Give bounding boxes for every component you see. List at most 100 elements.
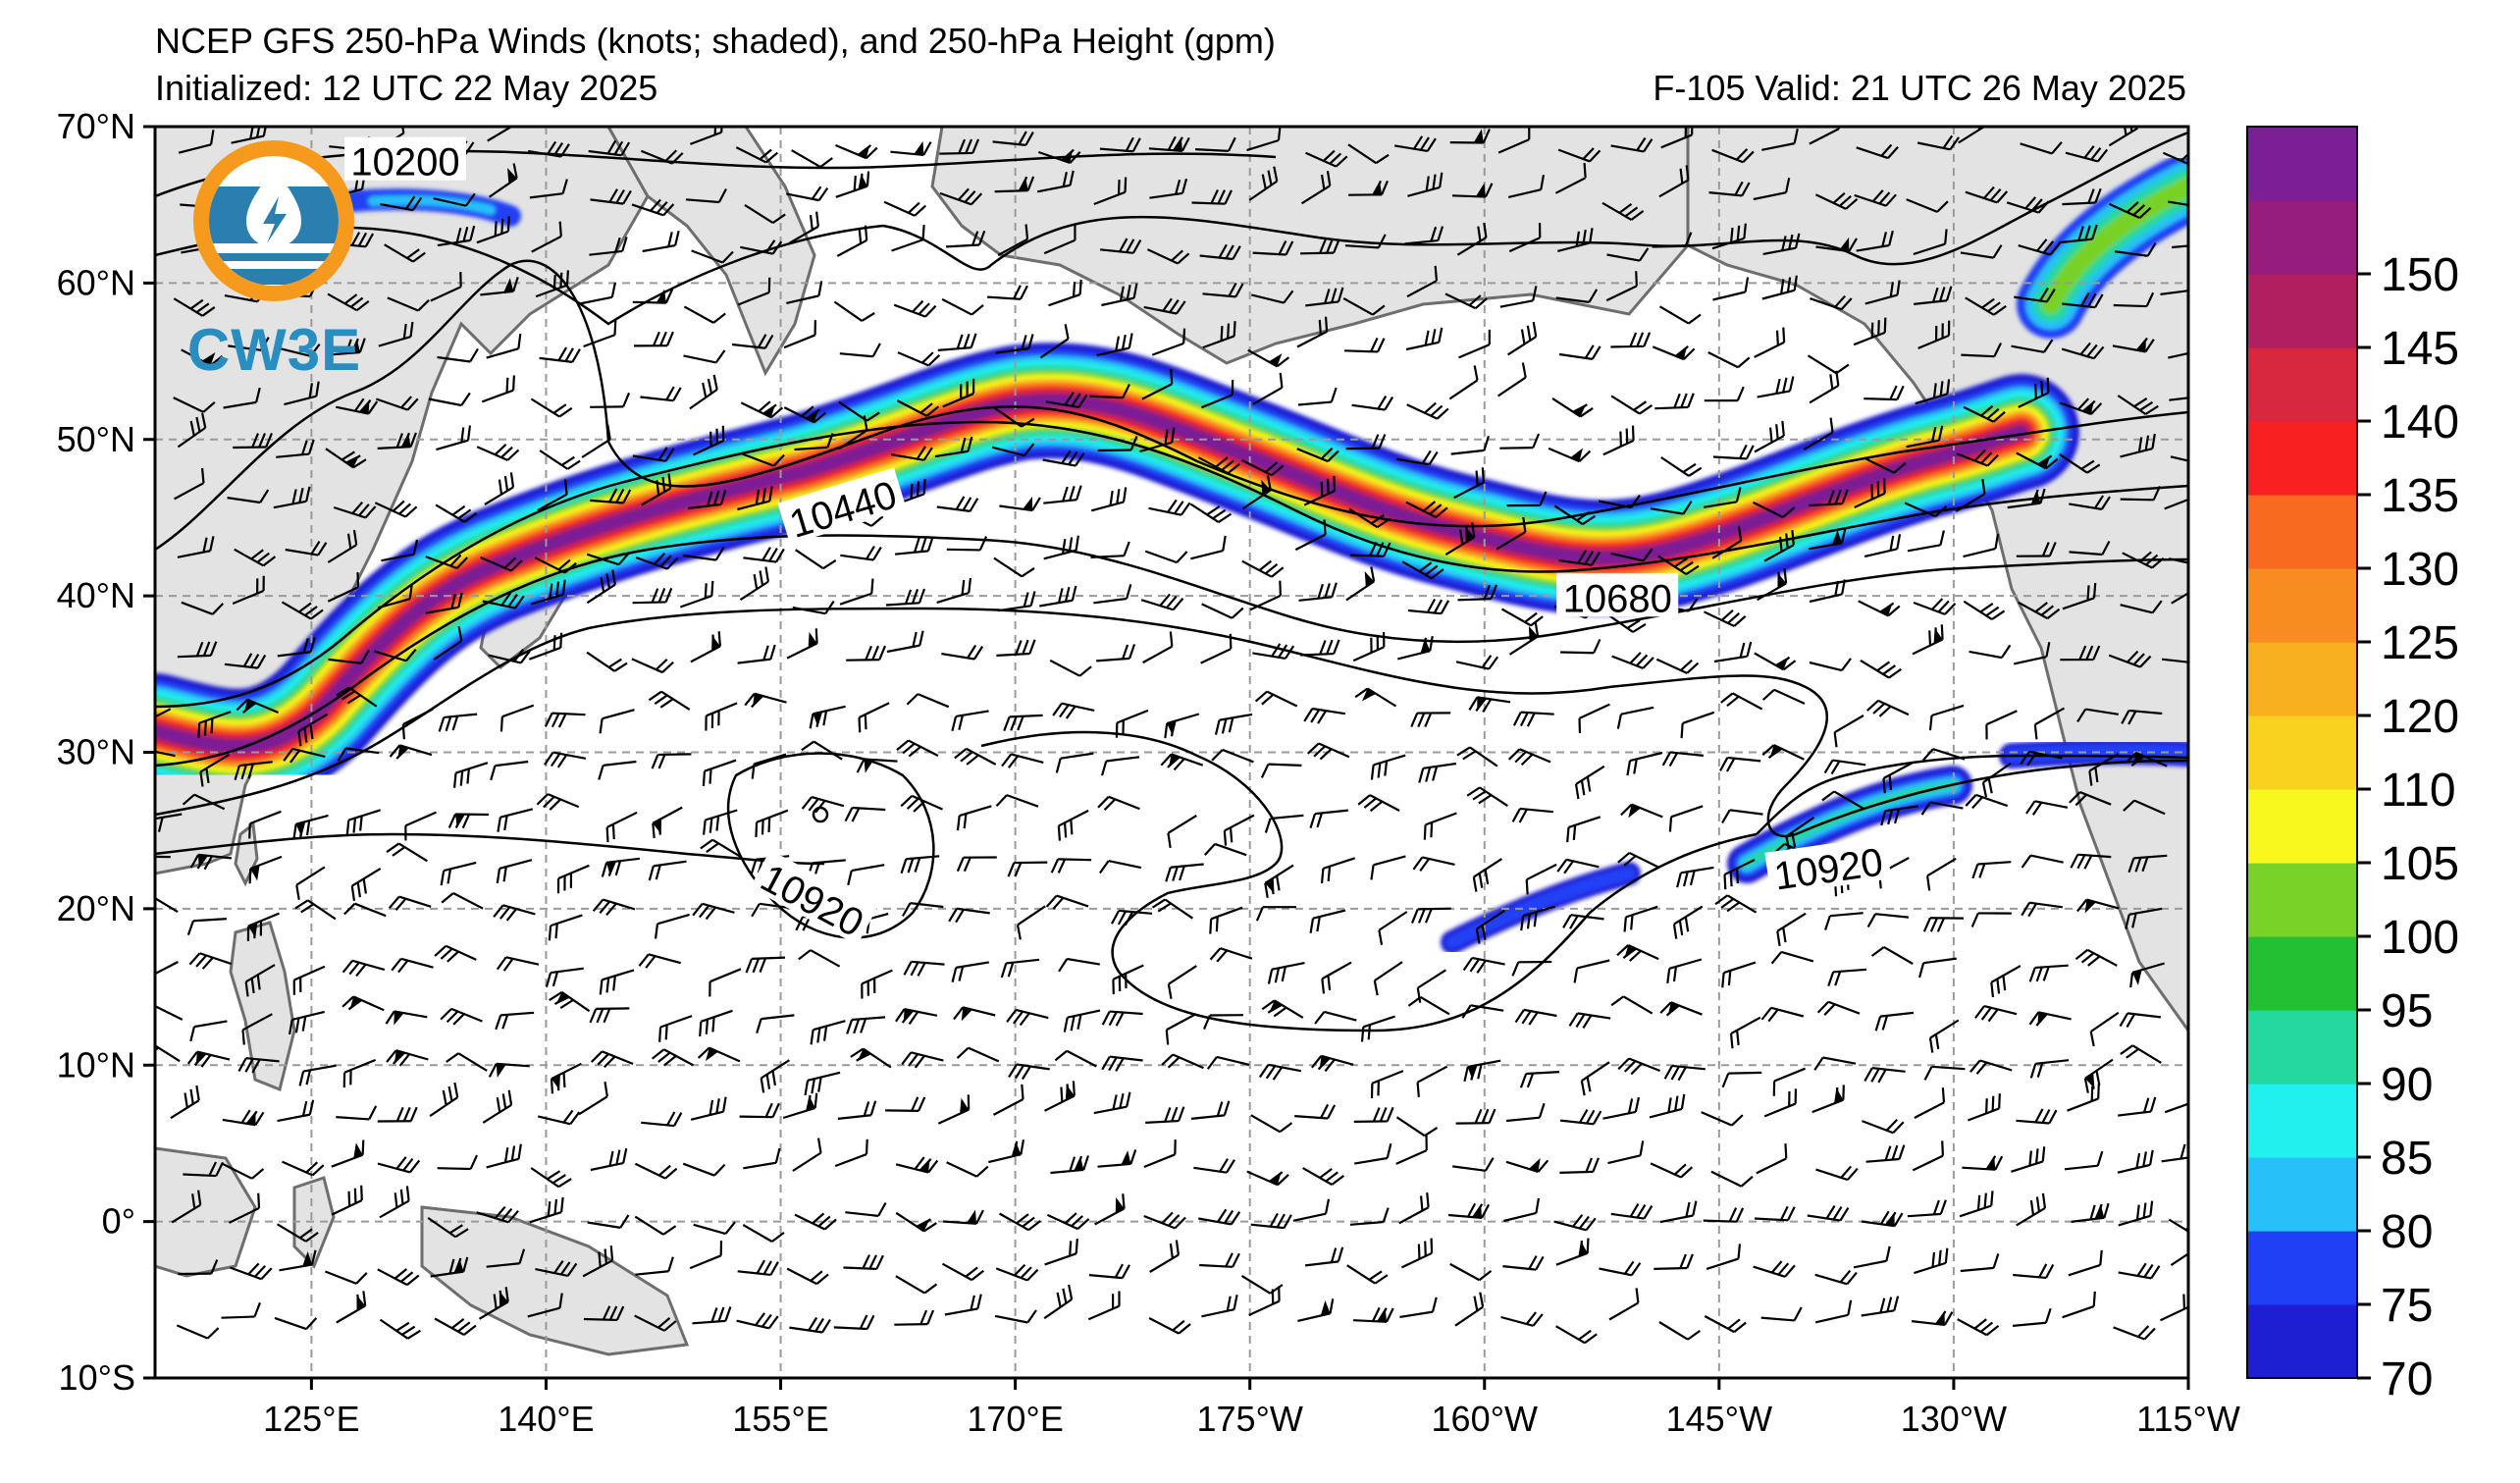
wind-barb [1704, 386, 1745, 402]
wind-barb [1199, 1252, 1240, 1268]
wind-barb [1189, 503, 1233, 523]
wind-barb [589, 237, 628, 256]
wind-barb [1499, 433, 1541, 450]
wind-barb [1475, 909, 1505, 944]
wind-barb [1449, 1262, 1493, 1282]
wind-barb [1608, 1288, 1640, 1321]
wind-barb [1144, 550, 1188, 564]
wind-barb [386, 1049, 429, 1067]
wind-barb [2161, 1142, 2188, 1163]
wind-barb [1864, 385, 1905, 401]
wind-barb [1712, 444, 1755, 460]
wind-barb [1963, 404, 2006, 423]
wind-barb [337, 747, 380, 762]
wind-barb [1143, 297, 1186, 315]
wind-barb [2117, 1149, 2154, 1174]
wind-barb [1757, 376, 1795, 398]
wind-barb [1145, 1106, 1185, 1124]
wind-barb [586, 569, 616, 605]
wind-barb [1300, 639, 1340, 657]
wind-barb [1096, 333, 1133, 357]
wind-barb [2016, 451, 2059, 470]
wind-barb [1511, 807, 1553, 823]
wind-barb [244, 964, 276, 997]
wind-barb [837, 1100, 877, 1120]
wind-barb [2020, 141, 2063, 155]
wind-barb [743, 1147, 781, 1170]
wind-barb [941, 1262, 984, 1282]
wind-barb [756, 1014, 795, 1034]
colorbar-bin [2247, 1010, 2357, 1085]
wind-barb [934, 436, 973, 458]
wind-barb [2088, 753, 2120, 786]
wind-barb [792, 1138, 822, 1172]
wind-barb [2060, 645, 2101, 662]
jet-band-nw-core [368, 195, 496, 215]
wind-barb [1298, 582, 1338, 602]
wind-barb [689, 374, 718, 410]
wind-barb [1008, 1063, 1050, 1081]
wind-barb [1809, 489, 1849, 507]
wind-barb [1303, 475, 1337, 506]
wind-barb [2064, 1150, 2104, 1171]
wind-barb [1559, 1157, 1600, 1174]
wind-barb [783, 320, 816, 349]
wind-barb [702, 809, 738, 835]
wind-barb [702, 759, 737, 786]
wind-barb [638, 953, 681, 969]
wind-barb [861, 969, 893, 999]
wind-barb [221, 1162, 265, 1180]
wind-barb [2129, 962, 2166, 988]
colorbar-bin [2247, 1304, 2357, 1379]
wind-barb [1399, 1297, 1438, 1318]
wind-barb [1854, 478, 1886, 508]
wind-barb [2168, 349, 2188, 359]
wind-barb [537, 1109, 581, 1126]
wind-barb [1296, 316, 1329, 348]
wind-barb [1969, 644, 2012, 660]
wind-barb [1115, 709, 1149, 738]
wind-barb [447, 813, 490, 829]
wind-barb [1370, 855, 1406, 880]
wind-barb [1457, 584, 1498, 602]
wind-barb [1151, 898, 1194, 920]
wind-barb [997, 591, 1036, 612]
wind-barb [2069, 791, 2112, 807]
wind-barb [480, 556, 523, 572]
wind-barb [1502, 1255, 1545, 1271]
wind-barb [2161, 658, 2188, 664]
colorbar-label: 110 [2381, 765, 2456, 817]
wind-barb [1562, 914, 1604, 929]
wind-barb [1704, 487, 1742, 508]
wind-barb [1373, 961, 1403, 996]
wind-barb [951, 961, 989, 982]
colorbar-bin [2247, 127, 2357, 201]
wind-barb [173, 397, 216, 413]
height-label-text: 10680 [1563, 577, 1672, 620]
wind-barb [1201, 1295, 1238, 1318]
wind-barb [795, 549, 837, 570]
height-contours [155, 131, 2188, 1033]
wind-barb [1045, 894, 1089, 910]
wind-barb [1864, 1067, 1906, 1084]
wind-barb [692, 1306, 732, 1325]
wind-barb [476, 444, 520, 461]
wind-barb [590, 1050, 634, 1069]
wind-barb [1346, 1264, 1389, 1285]
wind-barb [1200, 380, 1234, 409]
wind-barb [1507, 321, 1538, 356]
wind-barb [651, 753, 692, 769]
wind-barb [705, 702, 738, 731]
lat-label: 70°N [57, 106, 135, 146]
wind-barb [1505, 1157, 1549, 1173]
wind-barb [895, 1211, 937, 1233]
wind-barb [1649, 1093, 1686, 1119]
wind-barb [635, 1256, 674, 1276]
wind-barb [2062, 187, 2102, 206]
wind-barb [1344, 337, 1386, 353]
wind-barb [181, 348, 224, 367]
wind-barb [2076, 898, 2120, 914]
wind-barb [1039, 324, 1070, 359]
wind-barb [1861, 1296, 1900, 1317]
wind-barb [1965, 793, 2009, 810]
